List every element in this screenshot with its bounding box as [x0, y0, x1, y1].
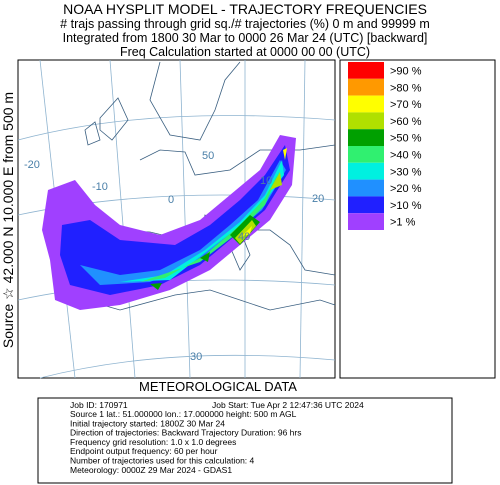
grid-label: 40 — [238, 231, 250, 243]
info-box — [37, 397, 453, 484]
legend-label: >60 % — [390, 116, 422, 128]
legend: >90 % >80 % >70 % >60 % >50 % >40 % >30 % >20 %… — [339, 59, 496, 379]
info-line: Number of trajectories used for this cal… — [70, 456, 255, 466]
grid-label: -10 — [92, 181, 108, 193]
legend-label: >80 % — [390, 82, 422, 94]
grid-label: 0 — [168, 194, 174, 206]
map: -20 -10 0 50 40 10 20 30 — [17, 59, 336, 379]
legend-label: >50 % — [390, 133, 422, 145]
footer-title: METEOROLOGICAL DATA — [139, 379, 297, 394]
grid-label: 50 — [202, 150, 214, 162]
legend-swatch — [348, 146, 384, 163]
legend-label: >40 % — [390, 150, 422, 162]
grid-label: 30 — [190, 351, 202, 363]
subtitle: # trajs passing through grid sq./# traje… — [60, 17, 430, 31]
title: NOAA HYSPLIT MODEL - TRAJECTORY FREQUENC… — [63, 1, 427, 17]
legend-swatch — [348, 62, 384, 79]
legend-swatch — [348, 78, 384, 96]
subtitle: Integrated from 1800 30 Mar to 0000 26 M… — [63, 31, 428, 45]
info-line: Direction of trajectories: Backward Traj… — [70, 428, 301, 438]
legend-swatch — [348, 213, 384, 230]
subtitle: Freq Calculation started at 0000 00 00 (… — [120, 45, 370, 59]
legend-swatch — [348, 196, 384, 214]
legend-label: >20 % — [390, 183, 422, 195]
info-line: Job Start: Tue Apr 2 12:47:36 UTC 2024 — [212, 400, 364, 410]
legend-swatch — [348, 129, 384, 146]
legend-swatch — [348, 162, 384, 180]
legend-label: >30 % — [390, 166, 422, 178]
grid-label: 10 — [260, 175, 272, 187]
legend-label: >70 % — [390, 99, 422, 111]
legend-swatch — [348, 179, 384, 197]
legend-label: >90 % — [390, 66, 422, 78]
legend-swatch — [348, 112, 384, 130]
info-line: Meteorology: 0000Z 29 Mar 2024 - GDAS1 — [70, 465, 232, 475]
legend-label: >1 % — [390, 217, 416, 229]
source-label: Source ☆ 42.000 N 10.000 E from 500 m — [0, 92, 16, 348]
info-line: Source 1 lat.: 51.000000 lon.: 17.000000… — [70, 409, 297, 419]
info-line: Frequency grid resolution: 1.0 x 1.0 deg… — [70, 437, 236, 447]
grid-label: -20 — [24, 159, 40, 171]
info: Job ID: 170971 Job Start: Tue Apr 2 12:47… — [70, 400, 364, 475]
info-line: Initial trajectory started: 1800Z 30 Mar… — [70, 418, 225, 428]
legend-label: >10 % — [390, 200, 422, 212]
grid-label: 20 — [312, 193, 324, 205]
info-line: Endpoint output frequency: 60 per hour — [70, 446, 218, 456]
legend-swatch — [348, 95, 384, 113]
info-line: Job ID: 170971 — [70, 400, 128, 410]
